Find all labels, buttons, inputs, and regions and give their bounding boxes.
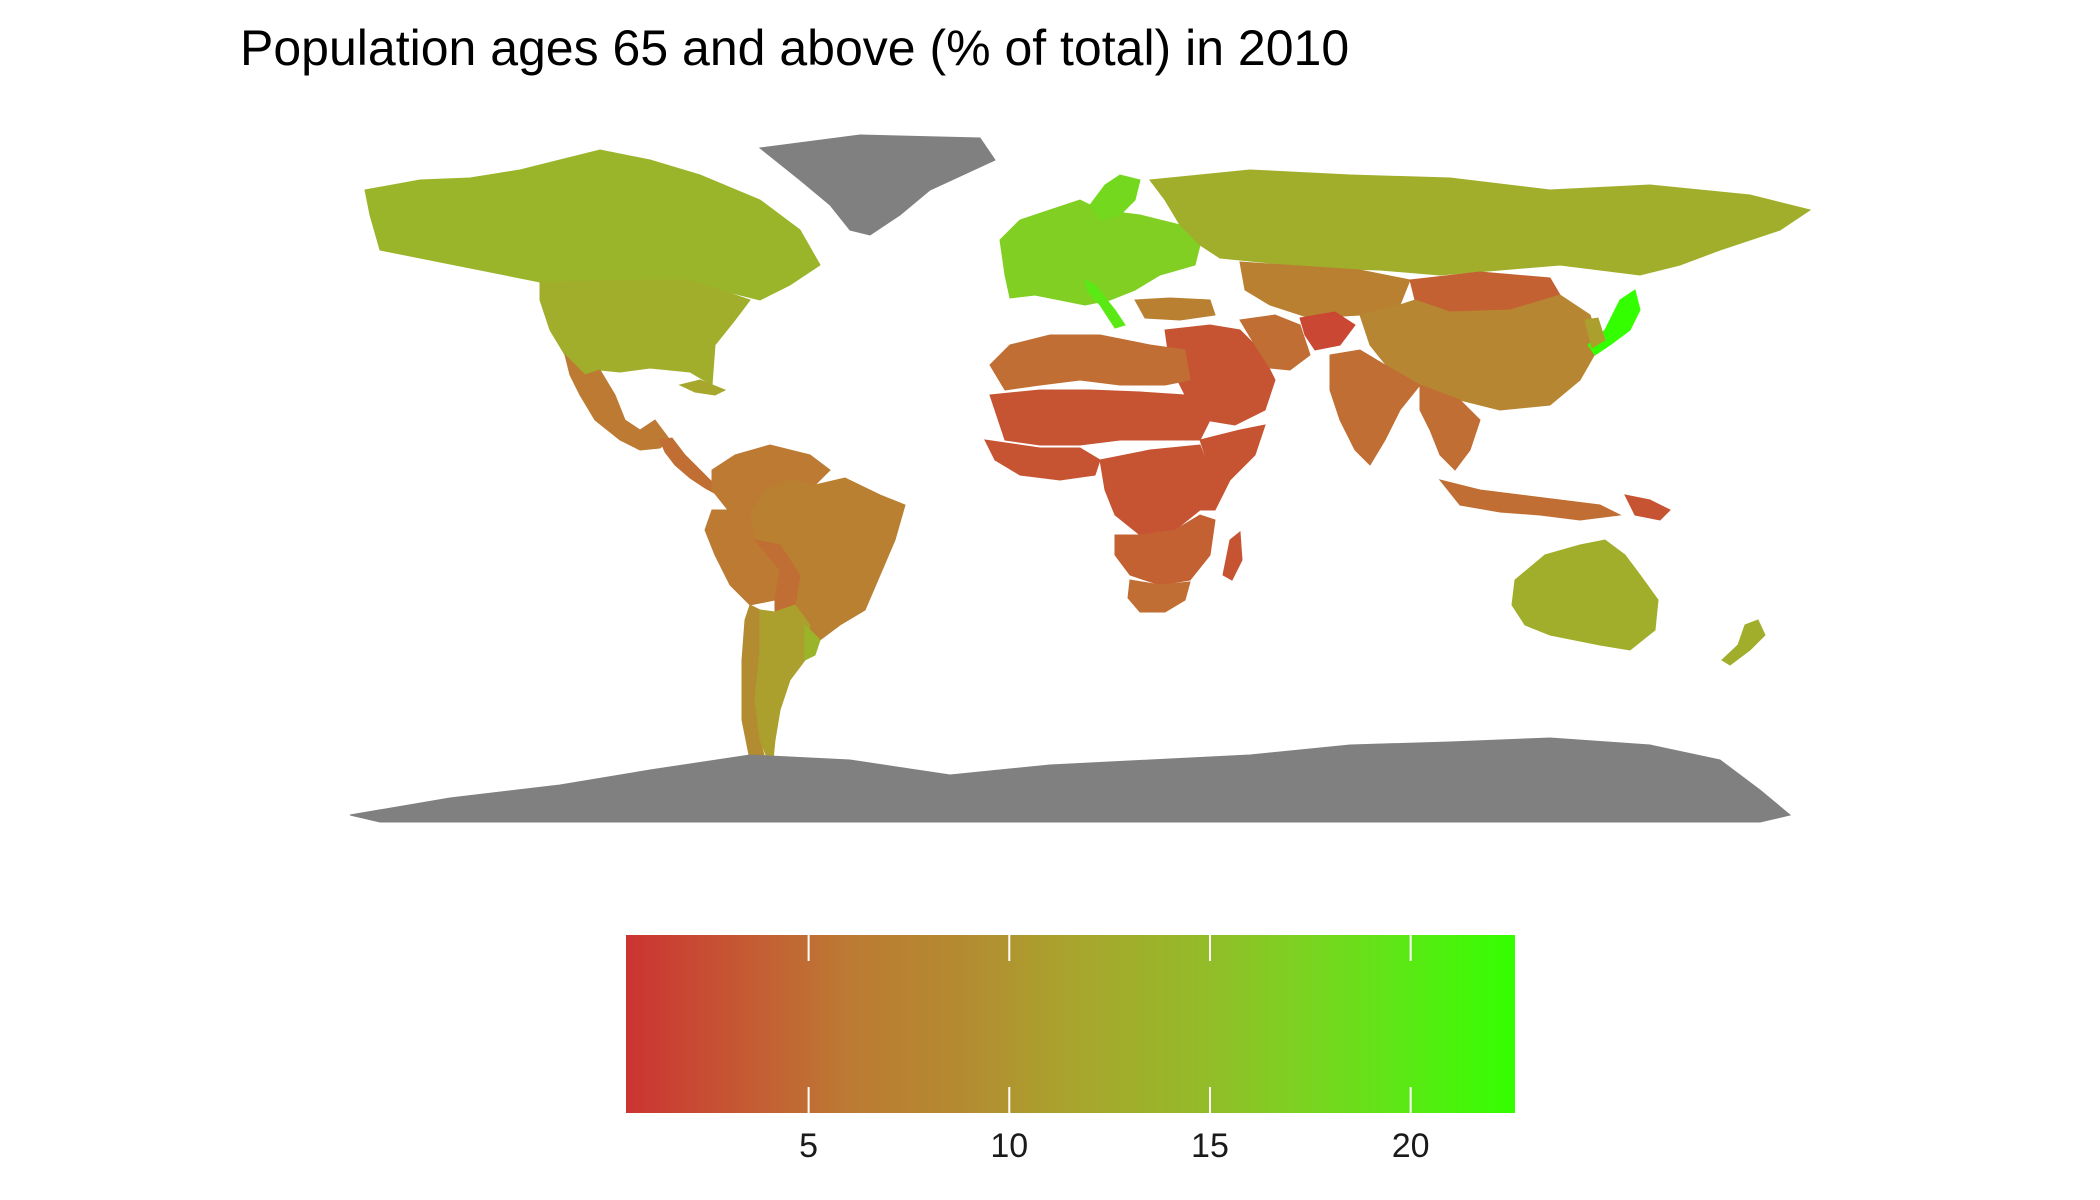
region-new-zealand [1721, 619, 1766, 666]
region-southern-africa [1114, 514, 1216, 586]
region-russia [1149, 169, 1812, 276]
region-middle-east [1164, 324, 1276, 426]
region-east-africa [1199, 424, 1266, 511]
color-legend: 5 10 15 20 [626, 935, 1515, 1165]
region-canada [364, 149, 821, 301]
region-north-africa [989, 334, 1191, 391]
region-united-states [539, 279, 751, 386]
region-australia [1511, 539, 1659, 651]
legend-ticks: 5 10 15 20 [799, 935, 1430, 1165]
legend-tick-label: 20 [1392, 1127, 1430, 1165]
region-central-africa [1099, 444, 1211, 536]
map-regions [349, 134, 1812, 823]
region-argentina [754, 604, 811, 771]
region-papua-new-guinea [1624, 494, 1671, 521]
region-europe [999, 199, 1201, 306]
region-greenland [758, 134, 996, 236]
region-west-africa [984, 439, 1101, 481]
region-indonesia [1438, 479, 1622, 521]
legend-tick-label: 15 [1191, 1127, 1229, 1165]
region-antarctica [349, 737, 1792, 823]
region-sweden [1089, 174, 1141, 221]
region-southeast-asia [1419, 384, 1481, 471]
region-india [1329, 349, 1421, 466]
region-uruguay [804, 623, 821, 661]
region-afghanistan [1299, 311, 1356, 351]
legend-tick-label: 10 [990, 1127, 1028, 1165]
region-turkey [1134, 297, 1216, 321]
legend-tick-label: 5 [799, 1127, 818, 1165]
region-south-africa [1127, 579, 1191, 613]
region-italy [1084, 279, 1126, 329]
map-title: Population ages 65 and above (% of total… [240, 20, 1350, 76]
legend-colorbar [626, 935, 1515, 1113]
region-sahel [989, 389, 1211, 446]
region-central-america [659, 437, 719, 497]
region-iran [1239, 314, 1311, 371]
region-madagascar [1222, 531, 1243, 581]
region-korea [1584, 317, 1606, 349]
region-cuba [678, 379, 727, 396]
